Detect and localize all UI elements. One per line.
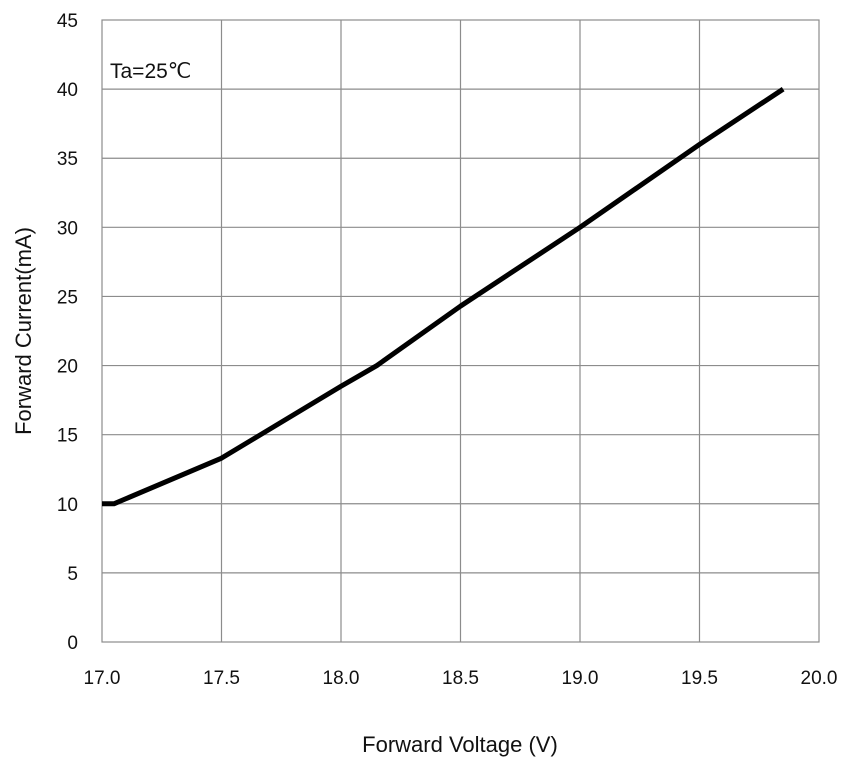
y-tick-label: 30	[57, 218, 78, 239]
y-tick-label: 25	[57, 287, 78, 308]
x-tick-label: 20.0	[801, 668, 838, 689]
series-group	[102, 87, 785, 507]
x-axis-title: Forward Voltage (V)	[362, 732, 558, 757]
y-tick-label: 45	[57, 11, 78, 32]
gridlines	[102, 20, 819, 642]
x-tick-labels: 17.0 17.5 18.0 18.5 19.0 19.5 20.0	[84, 668, 838, 689]
x-tick-label: 17.5	[203, 668, 240, 689]
y-tick-label: 5	[67, 564, 78, 585]
plot-frame	[101, 19, 820, 643]
series-line	[102, 87, 785, 507]
x-tick-label: 18.0	[323, 668, 360, 689]
y-tick-label: 15	[57, 426, 78, 447]
y-tick-label: 10	[57, 495, 78, 516]
annotation-temperature: Ta=25℃	[110, 60, 191, 83]
x-tick-label: 17.0	[84, 668, 121, 689]
x-tick-label: 19.0	[562, 668, 599, 689]
y-tick-label: 40	[57, 80, 78, 101]
y-tick-label: 0	[67, 633, 78, 654]
y-axis-title: Forward Current(mA)	[11, 227, 36, 435]
y-tick-labels: 0 5 10 15 20 25 30 35 40 45	[57, 11, 78, 654]
x-tick-label: 19.5	[681, 668, 718, 689]
y-tick-label: 20	[57, 357, 78, 378]
x-tick-label: 18.5	[442, 668, 479, 689]
y-tick-label: 35	[57, 149, 78, 170]
